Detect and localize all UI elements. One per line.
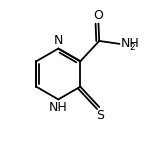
Text: NH: NH (49, 101, 68, 114)
Text: 2: 2 (129, 43, 135, 52)
Text: O: O (93, 9, 103, 22)
Text: N: N (54, 34, 63, 47)
Text: S: S (96, 109, 104, 122)
Text: NH: NH (120, 37, 139, 50)
